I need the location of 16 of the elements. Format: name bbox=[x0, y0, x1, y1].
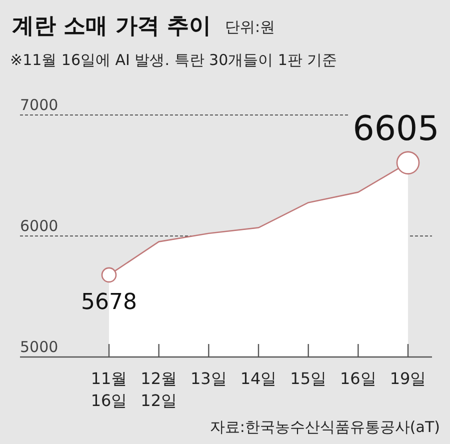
x-tick-label: 15일 bbox=[290, 369, 327, 388]
y-tick-label: 7000 bbox=[20, 96, 58, 114]
x-tick-label: 12월 12일 bbox=[140, 369, 178, 410]
x-tick-label: 13일 bbox=[190, 369, 227, 388]
y-tick-label: 6000 bbox=[20, 217, 58, 235]
text: 자료:한국농수산식품유통공사(aT) bbox=[210, 418, 440, 436]
chart-subtitle: ※11월 16일에 AI 발생. 특란 30개들이 1판 기준 bbox=[10, 51, 338, 69]
data-label: 6605 bbox=[352, 108, 440, 149]
y-tick-label: 5000 bbox=[20, 338, 58, 356]
x-tick-label: 11월 16일 bbox=[90, 369, 128, 410]
x-tick-label: 19일 bbox=[390, 369, 426, 388]
data-label: 5678 bbox=[81, 290, 137, 315]
y-axis-title: 단위:원 bbox=[224, 18, 276, 36]
x-tick-label: 14일 bbox=[240, 369, 277, 388]
x-tick-label: 16일 bbox=[340, 369, 376, 388]
chart-title: 계란 소매 가격 추이 bbox=[12, 14, 211, 39]
